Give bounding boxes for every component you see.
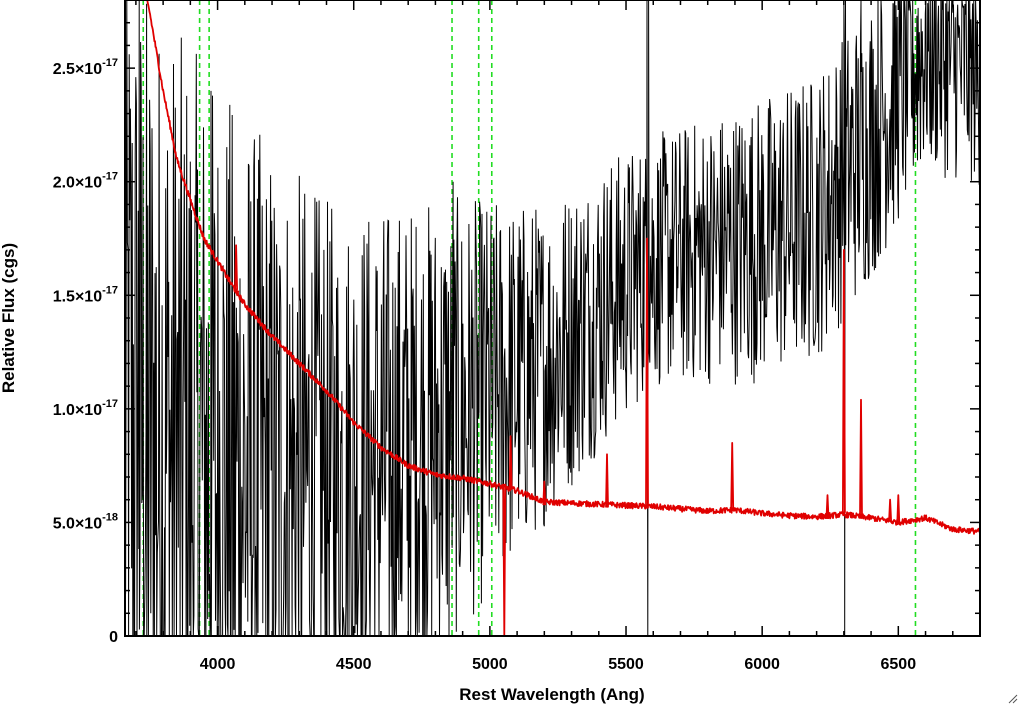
- observed-spectrum: [124, 0, 981, 637]
- resize-grip-icon[interactable]: [1006, 692, 1018, 704]
- model-spectrum: [135, 0, 981, 637]
- y-tick-label: 2.0×10-17: [53, 171, 118, 192]
- y-axis-title: Relative Flux (cgs): [0, 243, 18, 393]
- x-tick-label: 4000: [200, 656, 236, 673]
- y-axis: 0 5.0×10-18 1.0×10-17 1.5×10-17 2.0×10-17 2.5…: [53, 0, 980, 646]
- x-tick-label: 4500: [336, 656, 372, 673]
- y-tick-label: 2.5×10-17: [53, 57, 118, 78]
- y-tick-label: 1.0×10-17: [53, 398, 118, 419]
- model-spectrum-line: [135, 0, 981, 637]
- x-tick-label: 5500: [608, 656, 644, 673]
- y-tick-label: 5.0×10-18: [53, 511, 118, 532]
- x-axis: 4000 4500 5000 5500 6000 6500: [135, 0, 981, 673]
- y-tick-label: 1.5×10-17: [53, 284, 118, 305]
- x-tick-label: 6500: [881, 656, 917, 673]
- observed-spectrum-line: [124, 0, 981, 637]
- x-tick-label: 5000: [472, 656, 508, 673]
- x-tick-label: 6000: [744, 656, 780, 673]
- x-axis-title: Rest Wavelength (Ang): [459, 685, 644, 704]
- y-tick-label: 0: [109, 629, 118, 646]
